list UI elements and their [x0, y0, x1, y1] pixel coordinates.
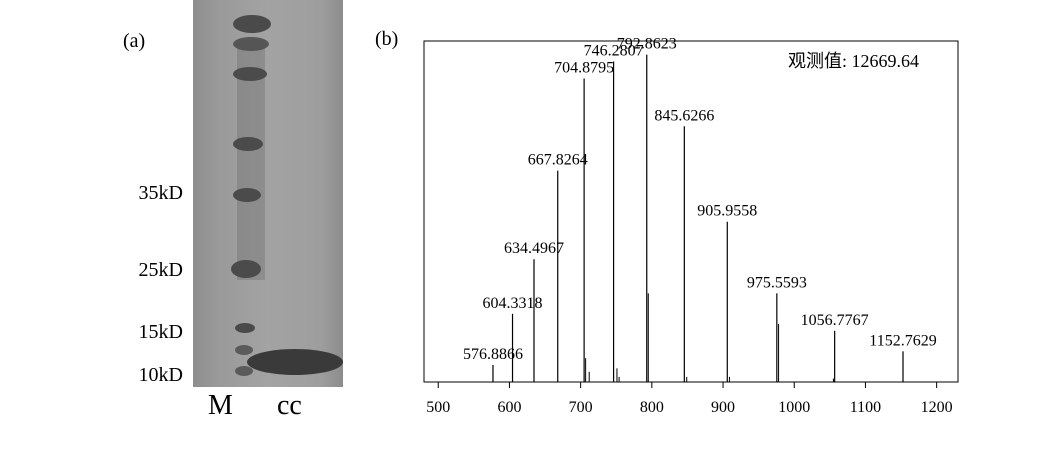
peak-label: 667.8264 — [528, 152, 588, 169]
peak-label: 975.5593 — [747, 274, 807, 291]
peaks — [492, 54, 904, 382]
peak-label: 746.2807 — [584, 42, 644, 59]
x-tick-label: 900 — [711, 399, 735, 416]
x-tick-label: 1000 — [778, 399, 810, 416]
marker-band — [231, 260, 261, 278]
marker-band — [235, 345, 253, 355]
minor-peaks — [585, 293, 834, 382]
lane-label-cc: cc — [277, 390, 302, 421]
peak-label: 845.6266 — [654, 107, 714, 124]
peak-label: 604.3318 — [483, 295, 543, 312]
panel-a-label: (a) — [123, 30, 146, 52]
lane-label-m: M — [208, 390, 233, 421]
x-tick-label: 1200 — [921, 399, 953, 416]
axes — [423, 40, 959, 383]
marker-band — [233, 137, 263, 151]
marker-band — [233, 188, 261, 202]
observed-value-annotation: 观测值: 12669.64 — [788, 51, 919, 71]
peak-label: 704.8795 — [554, 60, 614, 77]
x-ticks: 500 600 700 800 900 1000 1100 1200 — [426, 382, 953, 416]
x-tick-label: 600 — [497, 399, 521, 416]
peak-label: 905.9558 — [697, 203, 757, 220]
marker-band — [235, 323, 255, 333]
peak-label: 792.8623 — [617, 36, 677, 53]
peak-label: 576.8866 — [463, 346, 523, 363]
x-tick-label: 700 — [569, 399, 593, 416]
marker-label-10kd: 10kD — [138, 364, 183, 386]
x-tick-label: 500 — [426, 399, 450, 416]
gel-image — [193, 0, 343, 387]
peak-label: 634.4967 — [504, 240, 564, 257]
panel-b-label: (b) — [375, 28, 399, 50]
peak-label: 1056.7767 — [801, 312, 869, 329]
x-tick-label: 1100 — [850, 399, 881, 416]
marker-band — [233, 15, 271, 33]
sample-band — [247, 349, 343, 375]
marker-label-25kd: 25kD — [138, 259, 183, 281]
peak-label: 1152.7629 — [869, 332, 936, 349]
x-tick-label: 800 — [640, 399, 664, 416]
marker-band — [235, 366, 253, 376]
marker-band — [233, 67, 267, 81]
marker-label-15kd: 15kD — [138, 321, 183, 343]
mass-spectrum-chart: 576.8866 604.3318 634.4967 667.8264 704.8795… — [423, 36, 959, 416]
peak-labels: 576.8866 604.3318 634.4967 667.8264 704.8795… — [463, 36, 937, 363]
marker-label-35kd: 35kD — [138, 182, 183, 204]
lane-smear — [237, 40, 265, 280]
plot-frame — [423, 40, 959, 383]
marker-band — [233, 37, 269, 51]
